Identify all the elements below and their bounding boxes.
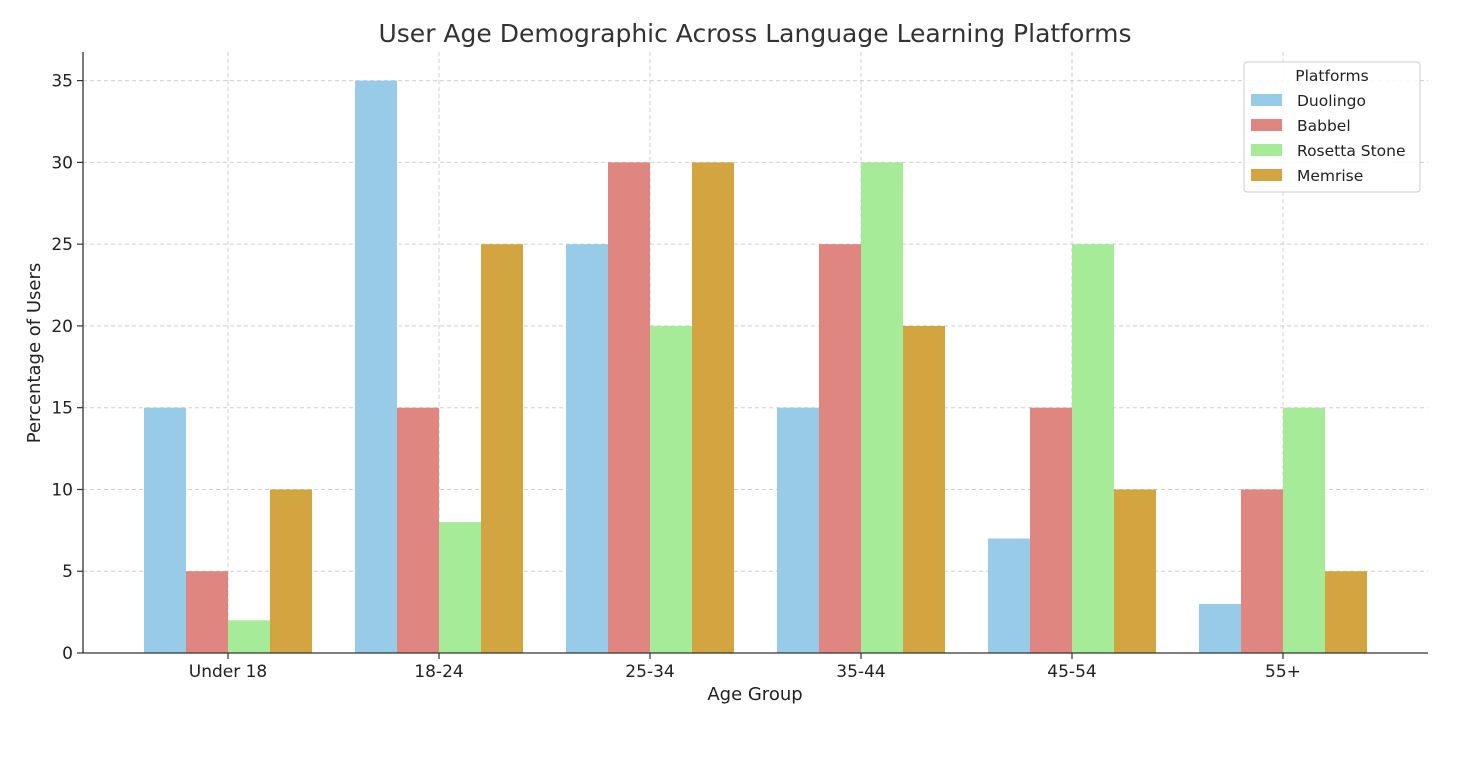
chart-title: User Age Demographic Across Language Lea… [378, 19, 1131, 48]
x-tick-label: 35-44 [836, 662, 885, 682]
x-ticks: Under 18 18-24 25-34 35-44 45-54 55+ [189, 653, 1301, 682]
bar-rosetta-stone-2 [650, 325, 692, 653]
legend-title: Platforms [1295, 67, 1368, 85]
bar-babbel-4 [1030, 407, 1072, 653]
bar-duolingo-2 [566, 244, 608, 653]
bar-rosetta-stone-1 [439, 522, 481, 653]
y-tick-label: 5 [62, 562, 73, 582]
legend-swatch [1251, 144, 1282, 156]
legend-swatch [1251, 94, 1282, 106]
bar-memrise-5 [1325, 571, 1367, 653]
x-tick-label: 25-34 [625, 662, 674, 682]
legend-entry-label: Duolingo [1297, 92, 1366, 110]
x-tick-label: Under 18 [189, 662, 268, 682]
bars [144, 80, 1367, 654]
legend-entry-label: Babbel [1297, 117, 1351, 135]
y-tick-label: 35 [51, 72, 73, 92]
y-tick-label: 20 [51, 317, 73, 337]
bar-memrise-2 [692, 162, 734, 653]
y-tick-label: 25 [51, 235, 73, 255]
legend: Platforms Duolingo Babbel Rosetta Stone Mem… [1243, 61, 1421, 193]
bar-babbel-5 [1241, 489, 1283, 653]
bar-babbel-3 [819, 244, 861, 653]
bar-memrise-1 [481, 244, 523, 653]
bar-rosetta-stone-4 [1072, 244, 1114, 653]
x-tick-label: 55+ [1265, 662, 1301, 682]
bar-rosetta-stone-0 [228, 620, 270, 653]
x-tick-label: 45-54 [1047, 662, 1096, 682]
bar-memrise-3 [903, 325, 945, 653]
y-axis-label: Percentage of Users [24, 263, 45, 443]
bar-memrise-0 [270, 489, 312, 653]
legend-frame [1243, 61, 1421, 193]
bar-duolingo-4 [988, 538, 1030, 653]
y-tick-label: 15 [51, 399, 73, 419]
y-ticks: 0 5 10 15 20 25 30 35 [51, 72, 83, 664]
legend-swatch [1251, 119, 1282, 131]
axes [82, 52, 1428, 654]
bar-babbel-2 [608, 162, 650, 653]
y-tick-label: 30 [51, 153, 73, 173]
y-tick-label: 0 [62, 644, 73, 664]
bar-duolingo-3 [777, 407, 819, 653]
bar-rosetta-stone-5 [1283, 407, 1325, 653]
x-axis-label: Age Group [707, 684, 802, 705]
bar-memrise-4 [1114, 489, 1156, 653]
bar-duolingo-1 [355, 80, 397, 654]
legend-entry-label: Memrise [1297, 167, 1363, 185]
bar-duolingo-5 [1199, 603, 1241, 653]
bar-babbel-0 [186, 571, 228, 653]
bar-rosetta-stone-3 [861, 162, 903, 653]
y-tick-label: 10 [51, 480, 73, 500]
legend-items: Duolingo Babbel Rosetta Stone Memrise [1251, 92, 1406, 185]
bar-duolingo-0 [144, 407, 186, 653]
legend-swatch [1251, 169, 1282, 181]
bar-babbel-1 [397, 407, 439, 653]
x-tick-label: 18-24 [414, 662, 463, 682]
legend-entry-label: Rosetta Stone [1297, 142, 1406, 160]
